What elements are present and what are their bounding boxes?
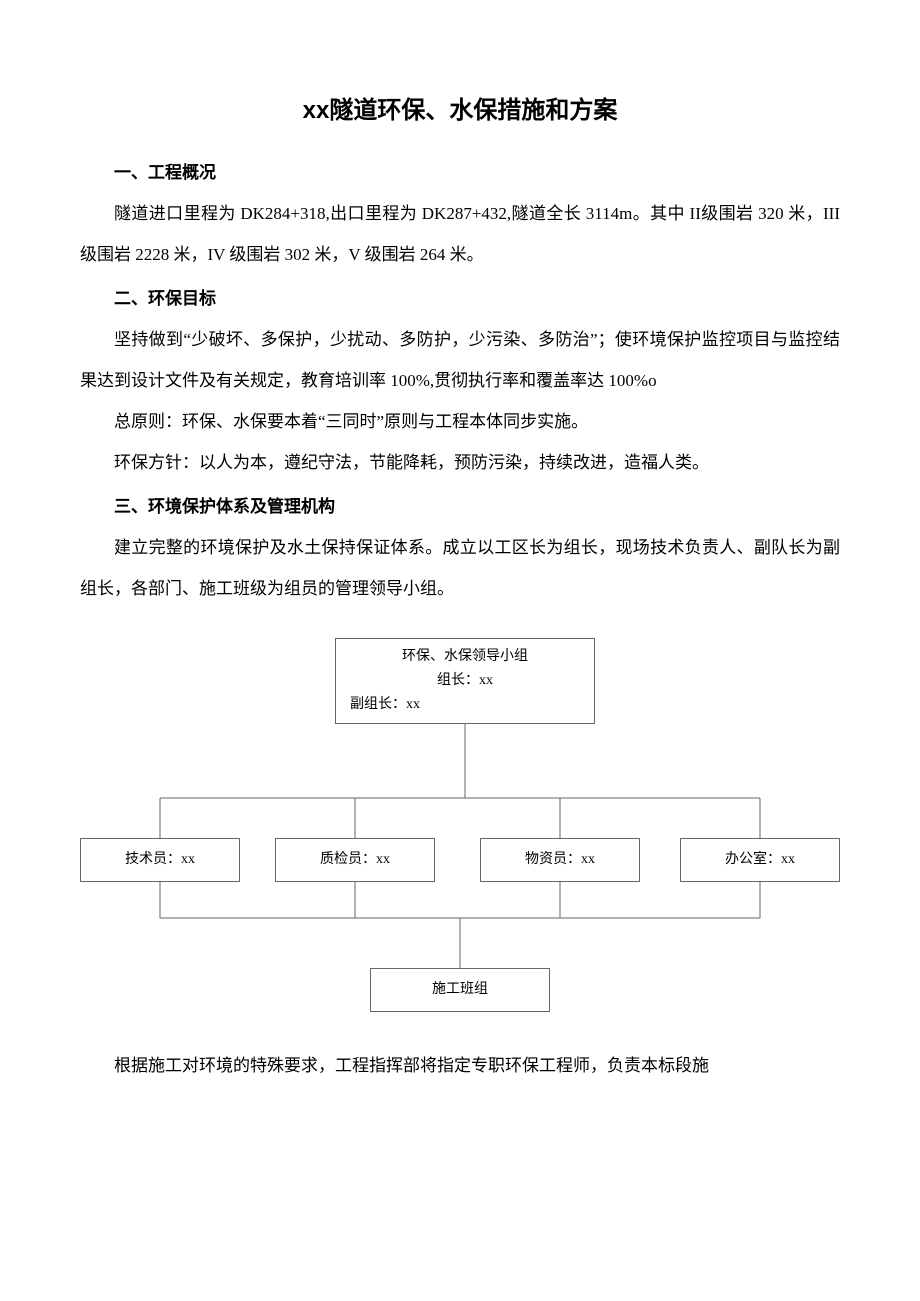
org-box-qc-label: 质检员：xx [320,848,390,872]
org-top-line2: 组长：xx [437,669,493,693]
org-box-office: 办公室：xx [680,838,840,882]
org-bottom-label: 施工班组 [432,978,488,1002]
org-box-tech: 技术员：xx [80,838,240,882]
org-top-box: 环保、水保领导小组 组长：xx 副组长：xx [335,638,595,724]
org-bottom-box: 施工班组 [370,968,550,1012]
paragraph-org-1: 建立完整的环境保护及水土保持保证体系。成立以工区长为组长，现场技术负责人、副队长… [80,528,840,610]
org-box-tech-label: 技术员：xx [125,848,195,872]
org-box-qc: 质检员：xx [275,838,435,882]
org-top-line1: 环保、水保领导小组 [402,645,528,669]
paragraph-overview: 隧道进口里程为 DK284+318,出口里程为 DK287+432,隧道全长 3… [80,194,840,276]
org-box-office-label: 办公室：xx [725,848,795,872]
org-box-material: 物资员：xx [480,838,640,882]
heading-2: 二、环保目标 [80,279,840,320]
org-box-material-label: 物资员：xx [525,848,595,872]
org-chart: 环保、水保领导小组 组长：xx 副组长：xx 技术员：xx 质检员：xx 物资员… [80,638,840,1018]
heading-3: 三、环境保护体系及管理机构 [80,487,840,528]
paragraph-goal-2: 总原则：环保、水保要本着“三同时”原则与工程本体同步实施。 [80,402,840,443]
paragraph-goal-3: 环保方针：以人为本，遵纪守法，节能降耗，预防污染，持续改进，造福人类。 [80,443,840,484]
paragraph-org-2: 根据施工对环境的特殊要求，工程指挥部将指定专职环保工程师，负责本标段施 [80,1046,840,1087]
org-top-line3: 副组长：xx [346,693,420,717]
document-title: xx隧道环保、水保措施和方案 [80,90,840,125]
heading-1: 一、工程概况 [80,153,840,194]
paragraph-goal-1: 坚持做到“少破坏、多保护，少扰动、多防护，少污染、多防治”；使环境保护监控项目与… [80,320,840,402]
